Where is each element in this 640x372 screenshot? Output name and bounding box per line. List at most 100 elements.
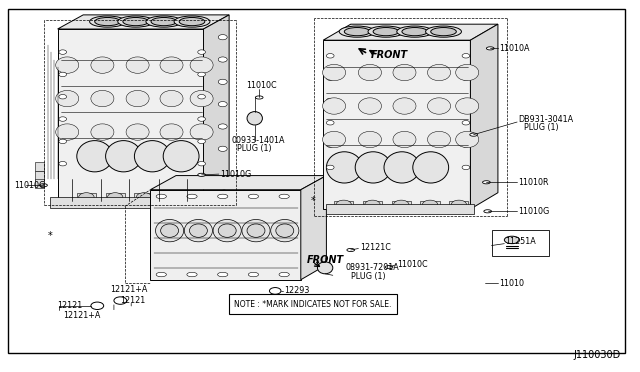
Ellipse shape xyxy=(184,219,212,242)
Ellipse shape xyxy=(56,57,79,73)
Ellipse shape xyxy=(40,184,47,187)
Ellipse shape xyxy=(59,161,67,166)
Ellipse shape xyxy=(146,16,182,27)
Ellipse shape xyxy=(136,193,152,202)
Ellipse shape xyxy=(248,194,259,199)
Ellipse shape xyxy=(91,57,114,73)
Text: 11251A: 11251A xyxy=(506,237,536,246)
Ellipse shape xyxy=(165,193,180,202)
Ellipse shape xyxy=(161,224,179,237)
Text: DB931-3041A: DB931-3041A xyxy=(518,115,573,124)
Ellipse shape xyxy=(347,248,355,251)
Ellipse shape xyxy=(198,117,205,121)
Ellipse shape xyxy=(156,219,184,242)
Polygon shape xyxy=(35,179,44,188)
Ellipse shape xyxy=(456,98,479,114)
Ellipse shape xyxy=(218,35,227,40)
Ellipse shape xyxy=(91,124,114,140)
Ellipse shape xyxy=(218,146,227,151)
Ellipse shape xyxy=(456,131,479,148)
Ellipse shape xyxy=(79,193,94,202)
Ellipse shape xyxy=(56,124,79,140)
Ellipse shape xyxy=(276,224,294,237)
Ellipse shape xyxy=(385,266,393,269)
Text: *: * xyxy=(311,196,316,206)
Ellipse shape xyxy=(456,64,479,81)
Text: 12121C: 12121C xyxy=(360,243,390,252)
Polygon shape xyxy=(163,193,182,202)
Ellipse shape xyxy=(59,139,67,144)
Text: 11010: 11010 xyxy=(499,279,524,288)
Ellipse shape xyxy=(358,64,381,81)
Ellipse shape xyxy=(428,64,451,81)
Text: 11010G: 11010G xyxy=(14,181,45,190)
Ellipse shape xyxy=(198,72,205,77)
Ellipse shape xyxy=(118,16,154,27)
Ellipse shape xyxy=(326,121,334,125)
Ellipse shape xyxy=(428,98,451,114)
Ellipse shape xyxy=(336,200,351,209)
Ellipse shape xyxy=(326,98,334,103)
Ellipse shape xyxy=(358,98,381,114)
Ellipse shape xyxy=(365,200,380,209)
Ellipse shape xyxy=(279,194,289,199)
Ellipse shape xyxy=(56,90,79,107)
Polygon shape xyxy=(35,171,44,180)
Polygon shape xyxy=(363,201,382,209)
Polygon shape xyxy=(35,162,44,171)
Ellipse shape xyxy=(504,236,520,244)
Ellipse shape xyxy=(77,141,113,172)
Ellipse shape xyxy=(114,297,127,304)
Ellipse shape xyxy=(156,272,166,277)
Ellipse shape xyxy=(156,194,166,199)
Ellipse shape xyxy=(413,152,449,183)
Ellipse shape xyxy=(198,50,205,54)
Ellipse shape xyxy=(462,98,470,103)
Ellipse shape xyxy=(194,193,209,202)
Polygon shape xyxy=(449,201,468,209)
Polygon shape xyxy=(492,230,549,256)
Text: *: * xyxy=(47,231,52,241)
Ellipse shape xyxy=(470,133,477,136)
Ellipse shape xyxy=(218,102,227,107)
Ellipse shape xyxy=(462,143,470,147)
Ellipse shape xyxy=(198,139,205,144)
Polygon shape xyxy=(204,15,229,201)
Ellipse shape xyxy=(163,141,199,172)
Ellipse shape xyxy=(218,194,228,199)
Ellipse shape xyxy=(462,121,470,125)
Ellipse shape xyxy=(213,219,241,242)
Ellipse shape xyxy=(198,161,205,166)
Ellipse shape xyxy=(187,194,197,199)
Ellipse shape xyxy=(189,224,207,237)
Ellipse shape xyxy=(218,272,228,277)
Ellipse shape xyxy=(279,272,289,277)
Ellipse shape xyxy=(326,54,334,58)
Ellipse shape xyxy=(393,64,416,81)
Text: 12121: 12121 xyxy=(58,301,83,310)
Text: 08931-7201A: 08931-7201A xyxy=(346,263,399,272)
Text: FRONT: FRONT xyxy=(371,50,408,60)
Ellipse shape xyxy=(368,26,404,37)
Text: 12121+A: 12121+A xyxy=(63,311,100,320)
Ellipse shape xyxy=(451,200,467,209)
Ellipse shape xyxy=(218,57,227,62)
Text: NOTE : *MARK INDICATES NOT FOR SALE.: NOTE : *MARK INDICATES NOT FOR SALE. xyxy=(234,299,392,309)
Bar xyxy=(229,294,397,314)
Text: 11010A: 11010A xyxy=(499,44,530,53)
Text: 11010R: 11010R xyxy=(518,178,549,187)
Ellipse shape xyxy=(317,262,333,274)
Ellipse shape xyxy=(126,124,149,140)
Polygon shape xyxy=(134,193,154,202)
Text: 11010G: 11010G xyxy=(518,207,550,216)
Text: 11010C: 11010C xyxy=(246,81,277,90)
Text: 12121: 12121 xyxy=(120,296,145,305)
Ellipse shape xyxy=(190,124,213,140)
Ellipse shape xyxy=(218,224,236,237)
Ellipse shape xyxy=(484,210,492,213)
Ellipse shape xyxy=(344,28,370,36)
Polygon shape xyxy=(150,176,326,190)
Ellipse shape xyxy=(108,193,123,202)
Ellipse shape xyxy=(95,17,120,26)
Ellipse shape xyxy=(269,288,281,294)
